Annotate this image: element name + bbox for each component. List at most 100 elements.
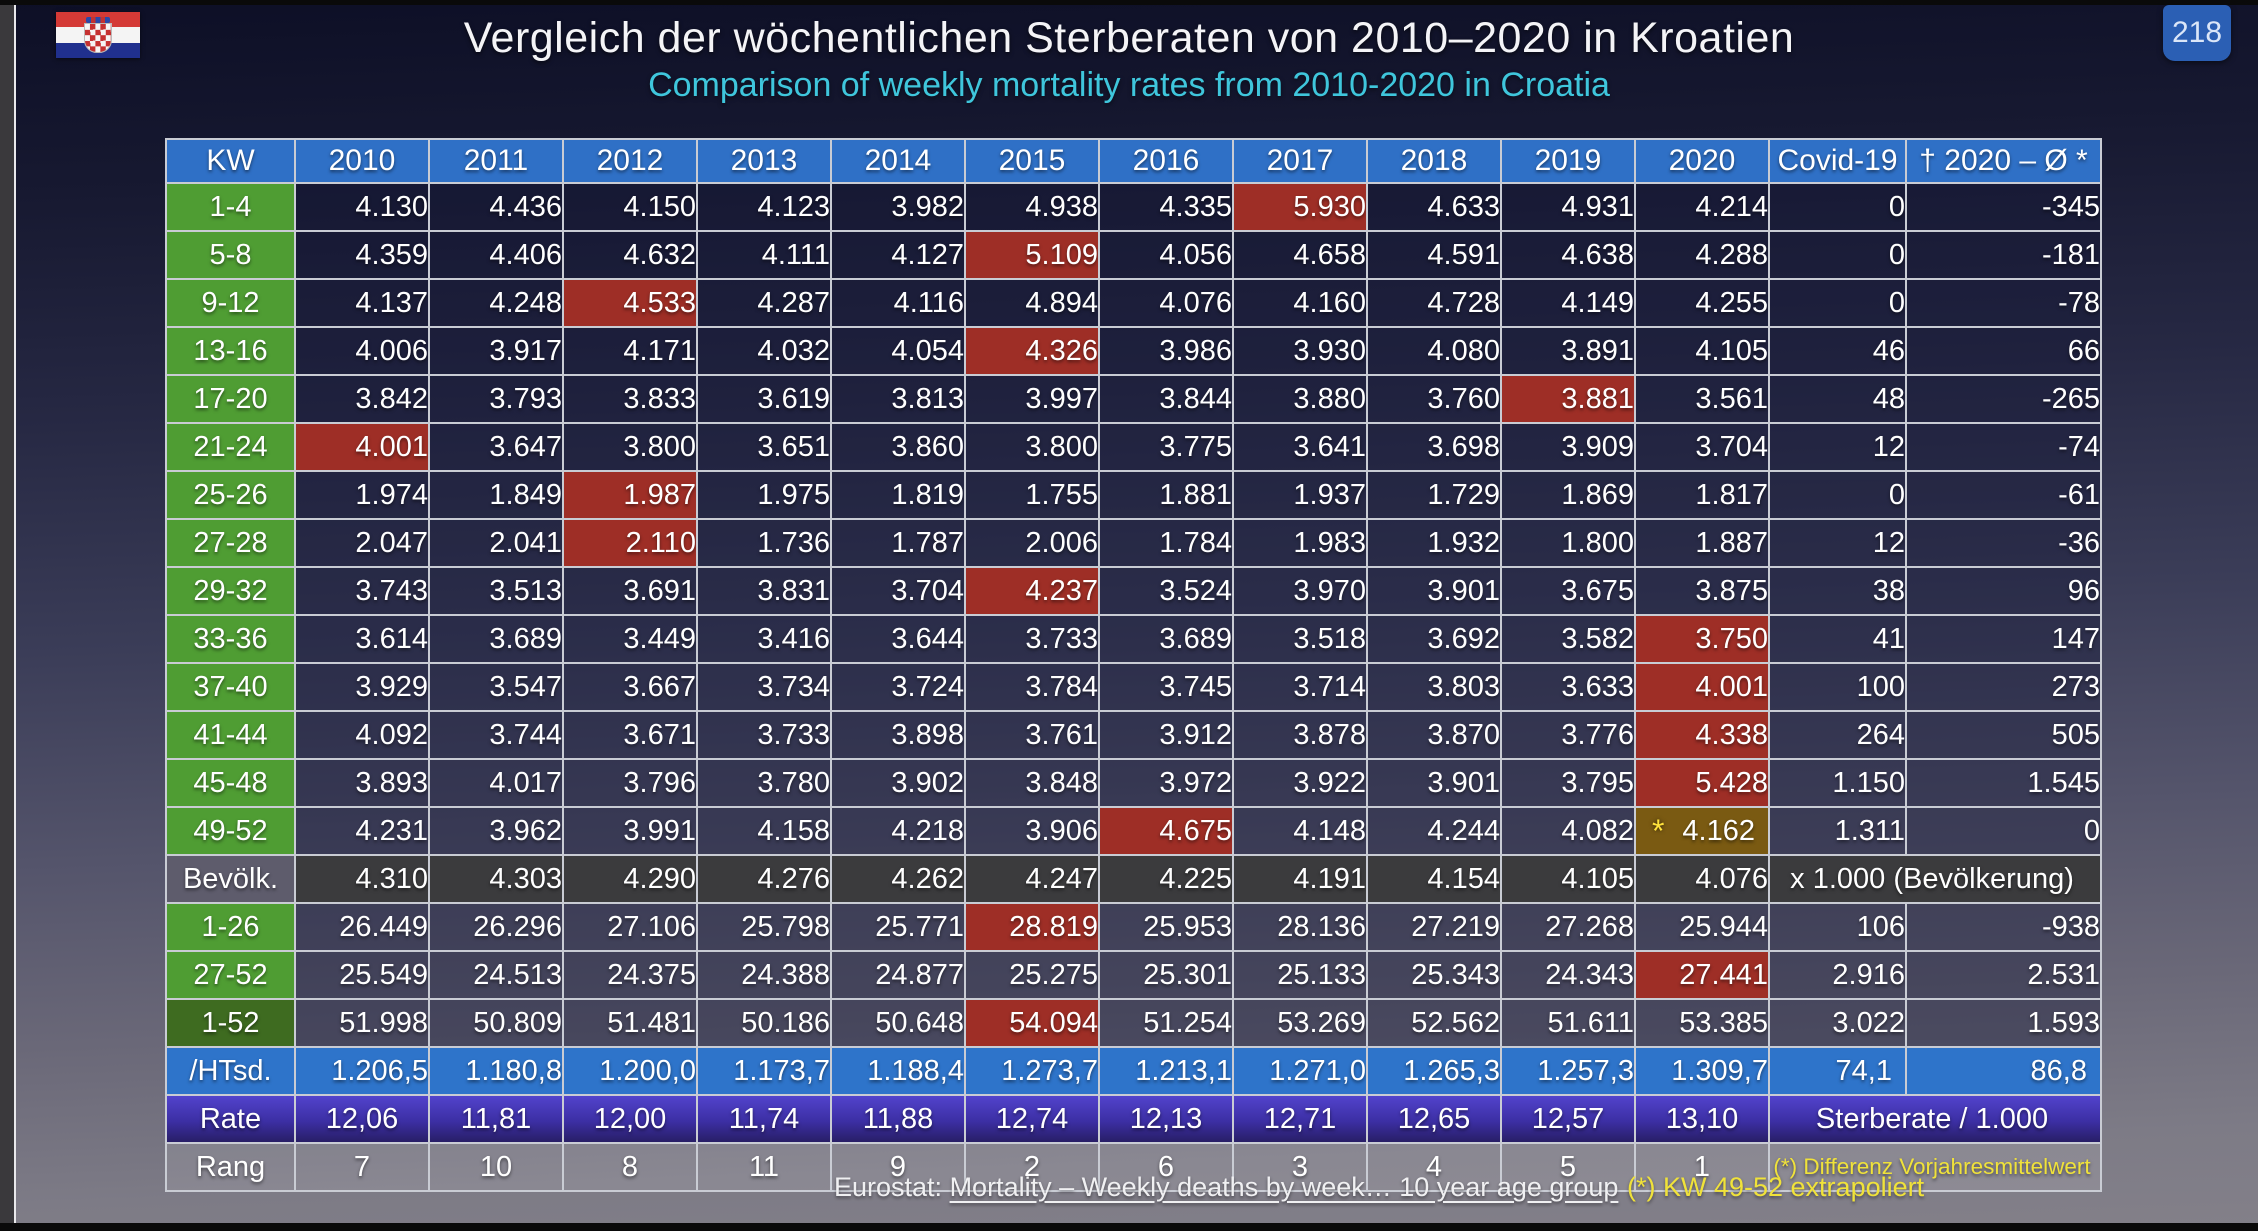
value-cell: 24.877 bbox=[830, 950, 966, 1000]
column-header-2020: 2020 bbox=[1634, 138, 1770, 184]
value-cell: 4.130 bbox=[294, 182, 430, 232]
value-cell: 4.001 bbox=[1634, 662, 1770, 712]
value-cell: 1.800 bbox=[1500, 518, 1636, 568]
value-cell: 1.257,3 bbox=[1500, 1046, 1636, 1096]
value-cell: 3.795 bbox=[1500, 758, 1636, 808]
value-cell: 4.191 bbox=[1232, 854, 1368, 904]
value-cell: 4.006 bbox=[294, 326, 430, 376]
table-row-rate: Rate 12,06 11,81 12,00 11,74 11,88 12,74 12,13 1… bbox=[165, 1094, 2102, 1144]
value-cell: 4.148 bbox=[1232, 806, 1368, 856]
value-cell: 27.441 bbox=[1634, 950, 1770, 1000]
value-cell: 3.917 bbox=[428, 326, 564, 376]
value-cell: 4.658 bbox=[1232, 230, 1368, 280]
value-cell: 3.881 bbox=[1500, 374, 1636, 424]
value-cell: 52.562 bbox=[1366, 998, 1502, 1048]
merged-note-cell: x 1.000 (Bevölkerung) bbox=[1768, 854, 2102, 904]
diff-cell: 96 bbox=[1905, 566, 2102, 616]
row-label: 21-24 bbox=[165, 422, 296, 472]
column-header-2019: 2019 bbox=[1500, 138, 1636, 184]
value-cell: 4.150 bbox=[562, 182, 698, 232]
value-cell: 4.237 bbox=[964, 566, 1100, 616]
table-row-33-36: 33-36 3.614 3.689 3.449 3.416 3.644 3.733 3.689… bbox=[165, 614, 2102, 664]
row-label: Rang bbox=[165, 1142, 296, 1192]
source-link[interactable]: Mortality – Weekly deaths by week… 10 ye… bbox=[949, 1172, 1619, 1202]
value-cell: 3.675 bbox=[1500, 566, 1636, 616]
row-label: /HTsd. bbox=[165, 1046, 296, 1096]
value-cell: 4.154 bbox=[1366, 854, 1502, 904]
row-label: 25-26 bbox=[165, 470, 296, 520]
value-cell: 7 bbox=[294, 1142, 430, 1192]
table-body: 1-4 4.130 4.436 4.150 4.123 3.982 4.938 4.335 5.… bbox=[165, 182, 2102, 1192]
value-cell: 3.689 bbox=[428, 614, 564, 664]
value-cell: 12,13 bbox=[1098, 1094, 1234, 1144]
column-header-2017: 2017 bbox=[1232, 138, 1368, 184]
row-label: 29-32 bbox=[165, 566, 296, 616]
value-cell: 12,57 bbox=[1500, 1094, 1636, 1144]
value-cell: 4.105 bbox=[1634, 326, 1770, 376]
value-cell: 1.736 bbox=[696, 518, 832, 568]
value-cell: 2.047 bbox=[294, 518, 430, 568]
row-label: 45-48 bbox=[165, 758, 296, 808]
value-cell: 3.750 bbox=[1634, 614, 1770, 664]
row-label: 27-28 bbox=[165, 518, 296, 568]
source-text: Eurostat: Mortality – Weekly deaths by w… bbox=[834, 1172, 1618, 1203]
value-cell: 3.842 bbox=[294, 374, 430, 424]
value-cell: 3.698 bbox=[1366, 422, 1502, 472]
value-cell: 4.056 bbox=[1098, 230, 1234, 280]
extrapolated-star-icon: * bbox=[1652, 812, 1665, 849]
covid-cell: 2.916 bbox=[1768, 950, 1907, 1000]
value-cell: 4.244 bbox=[1366, 806, 1502, 856]
value-cell: 4.032 bbox=[696, 326, 832, 376]
table-header-row: KW 2010 2011 2012 2013 2014 2015 2016 2017 2018 20… bbox=[165, 138, 2102, 184]
slide-number-badge: 218 bbox=[2163, 5, 2231, 61]
table-row-1-52: 1-52 51.998 50.809 51.481 50.186 50.648 54.094… bbox=[165, 998, 2102, 1048]
value-cell: 3.793 bbox=[428, 374, 564, 424]
covid-cell: 0 bbox=[1768, 182, 1907, 232]
value-cell: 8 bbox=[562, 1142, 698, 1192]
value-cell: 3.796 bbox=[562, 758, 698, 808]
diff-cell: -181 bbox=[1905, 230, 2102, 280]
value-cell: 4.359 bbox=[294, 230, 430, 280]
diff-cell: -345 bbox=[1905, 182, 2102, 232]
diff-cell: 1.545 bbox=[1905, 758, 2102, 808]
value-cell: 3.651 bbox=[696, 422, 832, 472]
value-cell: 1.937 bbox=[1232, 470, 1368, 520]
value-cell: 25.133 bbox=[1232, 950, 1368, 1000]
value-cell: 2.006 bbox=[964, 518, 1100, 568]
diff-cell: -265 bbox=[1905, 374, 2102, 424]
value-cell: 10 bbox=[428, 1142, 564, 1192]
value-cell: 1.932 bbox=[1366, 518, 1502, 568]
value-cell: 1.819 bbox=[830, 470, 966, 520]
diff-cell: -938 bbox=[1905, 902, 2102, 952]
value-cell: 4.017 bbox=[428, 758, 564, 808]
diff-cell: 273 bbox=[1905, 662, 2102, 712]
value-cell: 3.893 bbox=[294, 758, 430, 808]
value-cell: 4.633 bbox=[1366, 182, 1502, 232]
value-cell: 3.714 bbox=[1232, 662, 1368, 712]
value-cell: 51.998 bbox=[294, 998, 430, 1048]
row-label: 9-12 bbox=[165, 278, 296, 328]
value-cell: 54.094 bbox=[964, 998, 1100, 1048]
value-cell: 4.338 bbox=[1634, 710, 1770, 760]
value-cell: 3.875 bbox=[1634, 566, 1770, 616]
column-header-2016: 2016 bbox=[1098, 138, 1234, 184]
value-cell: 50.648 bbox=[830, 998, 966, 1048]
value-cell: 1.869 bbox=[1500, 470, 1636, 520]
value-cell: 3.972 bbox=[1098, 758, 1234, 808]
value-cell: 4.149 bbox=[1500, 278, 1636, 328]
value-cell: 3.800 bbox=[562, 422, 698, 472]
value-cell: 24.343 bbox=[1500, 950, 1636, 1000]
value-cell: 5.109 bbox=[964, 230, 1100, 280]
value-cell: 3.880 bbox=[1232, 374, 1368, 424]
value-cell: 4.262 bbox=[830, 854, 966, 904]
value-cell: 3.901 bbox=[1366, 758, 1502, 808]
value-cell: 3.614 bbox=[294, 614, 430, 664]
value-cell: 25.301 bbox=[1098, 950, 1234, 1000]
value-cell: 4.533 bbox=[562, 278, 698, 328]
covid-cell: 74,1 bbox=[1768, 1046, 1907, 1096]
value-cell: 3.724 bbox=[830, 662, 966, 712]
covid-cell: 1.311 bbox=[1768, 806, 1907, 856]
value-cell: 5.930 bbox=[1232, 182, 1368, 232]
value-text: 4.162 bbox=[1682, 814, 1755, 847]
value-cell: 1.849 bbox=[428, 470, 564, 520]
